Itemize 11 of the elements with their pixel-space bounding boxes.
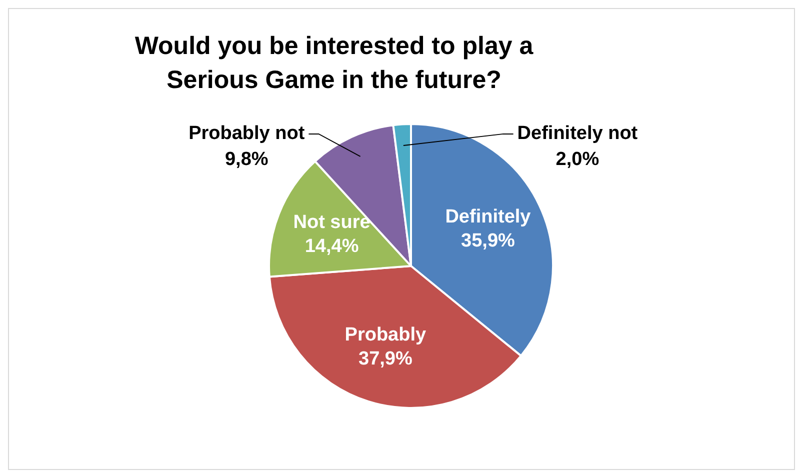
data-label: 9,8% bbox=[224, 149, 268, 170]
data-label: 37,9% bbox=[358, 348, 412, 370]
chart-title: Would you be interested to play a Serious Game in the future? bbox=[134, 31, 534, 96]
data-label: 2,0% bbox=[556, 149, 600, 170]
slice-label: Definitely bbox=[445, 206, 532, 228]
slice-label: Probably bbox=[344, 324, 427, 346]
slice-label: Probably not bbox=[188, 123, 306, 144]
data-label: 35,9% bbox=[461, 230, 516, 252]
slice-label: Definitely not bbox=[517, 123, 638, 144]
data-label: 14,4% bbox=[304, 236, 359, 257]
slice-label: Not sure bbox=[293, 212, 370, 233]
